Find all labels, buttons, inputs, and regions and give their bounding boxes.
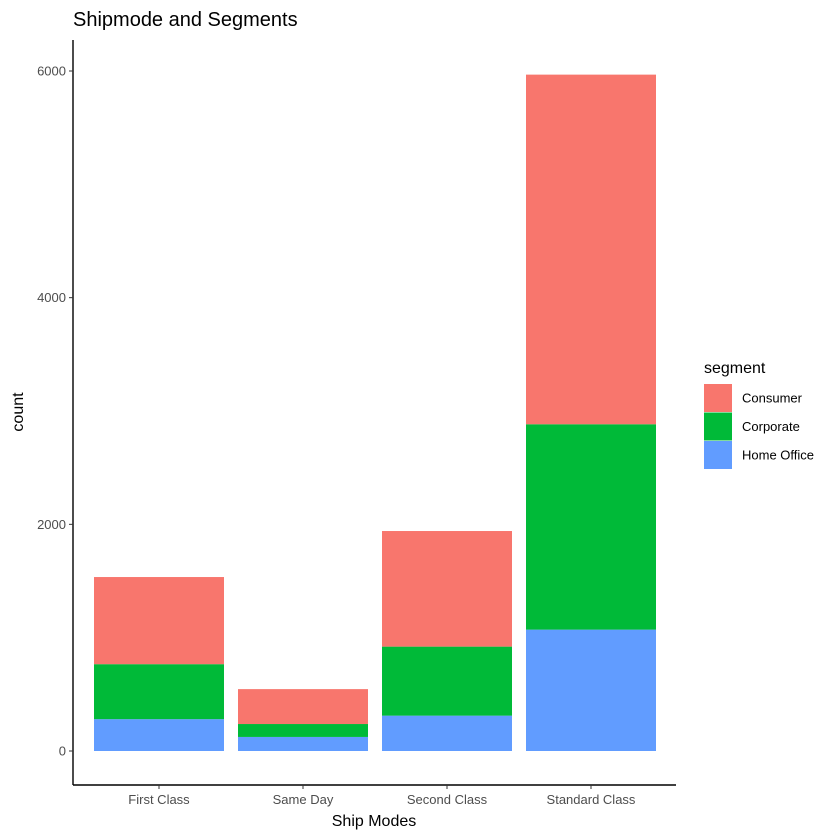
legend-title: segment [704, 360, 766, 377]
legend-label-corporate: Corporate [742, 419, 800, 434]
x-tick-label: Second Class [407, 792, 488, 807]
chart-title: Shipmode and Segments [73, 9, 298, 31]
y-axis-title: count [10, 392, 27, 432]
bar-first-class-corporate [94, 664, 224, 720]
legend: segment Consumer Corporate Home Office [704, 360, 814, 469]
legend-swatch-home-office [704, 441, 732, 469]
y-axis-ticks: 0 2000 4000 6000 [37, 64, 73, 759]
bar-second-class-home-office [382, 715, 512, 751]
x-tick-label: First Class [128, 792, 190, 807]
bar-second-class-corporate [382, 646, 512, 716]
bar-standard-class-corporate [526, 424, 656, 630]
legend-label-consumer: Consumer [742, 391, 803, 406]
y-tick-label: 6000 [37, 64, 66, 79]
legend-swatch-consumer [704, 384, 732, 412]
y-tick-label: 0 [59, 744, 66, 759]
bar-standard-class-home-office [526, 629, 656, 751]
y-tick-label: 2000 [37, 517, 66, 532]
bar-first-class-home-office [94, 719, 224, 751]
bar-same-day-home-office [238, 736, 368, 751]
plot-area [94, 74, 656, 751]
legend-swatch-corporate [704, 412, 732, 441]
x-tick-label: Same Day [273, 792, 334, 807]
bar-standard-class-consumer [526, 74, 656, 425]
x-tick-label: Standard Class [547, 792, 636, 807]
y-tick-label: 4000 [37, 290, 66, 305]
bar-same-day-corporate [238, 724, 368, 737]
bar-same-day-consumer [238, 689, 368, 725]
x-axis-title: Ship Modes [332, 813, 417, 830]
bar-second-class-consumer [382, 531, 512, 647]
legend-label-home-office: Home Office [742, 448, 814, 463]
bar-first-class-consumer [94, 577, 224, 665]
x-axis-ticks: First Class Same Day Second Class Standard … [128, 785, 636, 807]
